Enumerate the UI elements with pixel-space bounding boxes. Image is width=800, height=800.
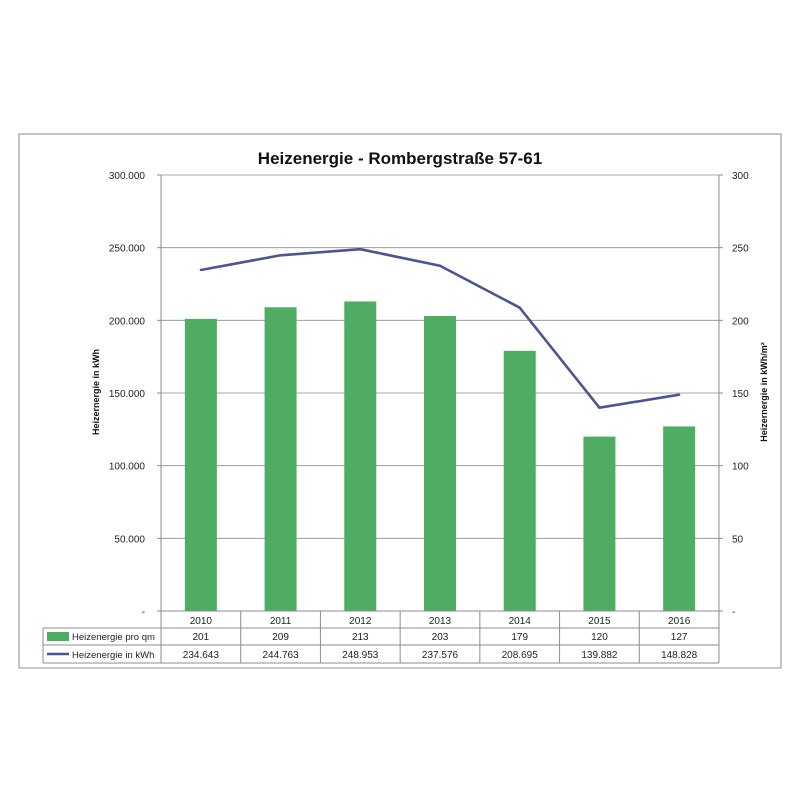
line-series <box>199 247 681 410</box>
bar <box>264 307 297 611</box>
table-cell: 213 <box>352 632 369 643</box>
table-cell: 244.763 <box>262 650 299 661</box>
right-tick-label: 200 <box>732 316 749 327</box>
left-tick-label: 250.000 <box>109 244 146 255</box>
legend-label: Heizenergie in kWh <box>72 650 154 661</box>
left-tick-label: - <box>142 607 145 618</box>
table-cell: 201 <box>193 632 210 643</box>
right-tick-label: 100 <box>732 462 749 473</box>
data-table: 2010 2011 2012 2013 2014 2015 2016 Heizenergie … <box>42 610 720 664</box>
bar <box>344 301 377 611</box>
line-point <box>279 254 282 257</box>
x-tick-label: 2010 <box>190 616 213 627</box>
right-tick-label: 150 <box>732 389 749 400</box>
chart-border <box>18 133 782 669</box>
left-axis: - 50.000 100.000 150.000 200.000 250.000 300.0… <box>109 171 162 618</box>
table-cell: 237.576 <box>422 650 459 661</box>
gridlines <box>161 174 719 539</box>
chart-title: Heizenergie - Rombergstraße 57-61 <box>258 149 542 168</box>
bar <box>503 350 536 611</box>
x-tick-label: 2015 <box>588 616 611 627</box>
table-cell: 179 <box>511 632 528 643</box>
left-axis-title: Heizernergie in kWh <box>91 349 101 435</box>
line-point <box>438 264 442 267</box>
left-tick-label: 100.000 <box>109 462 146 473</box>
line-point <box>518 306 521 309</box>
table-cell: 148.828 <box>661 650 698 661</box>
legend-label: Heizenergie pro qm <box>72 632 155 643</box>
x-tick-label: 2012 <box>349 616 372 627</box>
bar <box>663 426 696 611</box>
x-tick-label: 2011 <box>270 616 292 627</box>
bar <box>583 436 616 611</box>
bar-series <box>184 301 696 611</box>
table-cell: 248.953 <box>342 650 379 661</box>
left-tick-label: 300.000 <box>109 171 146 182</box>
legend-swatch-bar <box>47 632 69 641</box>
bar <box>424 315 456 611</box>
left-tick-label: 200.000 <box>109 316 146 327</box>
x-tick-label: 2014 <box>509 616 532 627</box>
right-axis: - 50 100 150 200 250 300 <box>718 171 749 618</box>
bar <box>184 318 217 611</box>
line-point <box>359 247 362 251</box>
table-cell: 127 <box>671 632 688 643</box>
table-cell: 234.643 <box>183 650 220 661</box>
table-cell: 139.882 <box>581 650 618 661</box>
right-tick-label: 300 <box>732 171 749 182</box>
x-tick-label: 2013 <box>429 616 452 627</box>
table-cell: 209 <box>272 632 289 643</box>
left-tick-label: 150.000 <box>109 389 146 400</box>
table-cell: 203 <box>432 632 449 643</box>
right-tick-label: 250 <box>732 244 749 255</box>
right-tick-label: 50 <box>732 534 744 545</box>
line-point <box>199 268 203 272</box>
right-tick-label: - <box>732 607 735 618</box>
line-point <box>598 406 601 409</box>
x-tick-label: 2016 <box>668 616 691 627</box>
table-cell: 208.695 <box>502 650 539 661</box>
left-tick-label: 50.000 <box>114 534 145 545</box>
line-point <box>677 393 681 396</box>
right-axis-title: Heizernergie in kWh/m² <box>759 342 769 442</box>
table-cell: 120 <box>591 632 608 643</box>
